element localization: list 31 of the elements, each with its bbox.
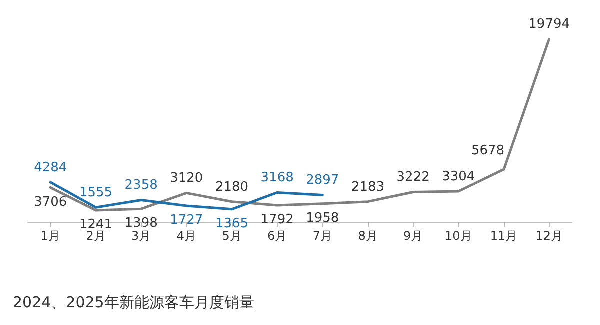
data-label: 1727 xyxy=(170,213,204,228)
x-tick-label: 12月 xyxy=(536,229,563,243)
data-label: 1365 xyxy=(215,216,249,232)
x-tick-label: 7月 xyxy=(312,229,332,243)
data-label: 4284 xyxy=(34,160,68,176)
data-label: 3222 xyxy=(396,170,430,186)
data-label: 2183 xyxy=(351,180,385,195)
x-tick-label: 3月 xyxy=(132,229,152,243)
data-label: 2897 xyxy=(306,173,340,188)
data-label: 2358 xyxy=(124,178,158,194)
data-label: 1958 xyxy=(306,210,340,226)
x-tick-label: 2月 xyxy=(86,229,106,243)
data-label: 5678 xyxy=(471,144,505,159)
text: 2024、2025年新能源客车月度销量 xyxy=(13,294,254,312)
x-tick-label: 1月 xyxy=(40,229,60,243)
data-label: 1792 xyxy=(260,212,294,228)
data-label: 3304 xyxy=(442,169,476,184)
x-tick-label: 4月 xyxy=(176,229,196,243)
x-tick-label: 8月 xyxy=(358,229,378,243)
x-tick-label: 9月 xyxy=(404,229,424,243)
x-tick-label: 11月 xyxy=(490,229,518,243)
data-label: 3120 xyxy=(170,171,204,186)
data-label: 3706 xyxy=(34,194,68,210)
data-label: 1555 xyxy=(79,186,113,201)
x-tick-label: 6月 xyxy=(268,229,288,243)
data-label: 1398 xyxy=(124,216,158,232)
data-label: 2180 xyxy=(215,180,249,195)
data-label: 3168 xyxy=(260,170,294,186)
x-tick-label: 10月 xyxy=(445,229,472,243)
data-label: 19794 xyxy=(528,17,570,32)
x-tick-label: 5月 xyxy=(222,229,242,243)
